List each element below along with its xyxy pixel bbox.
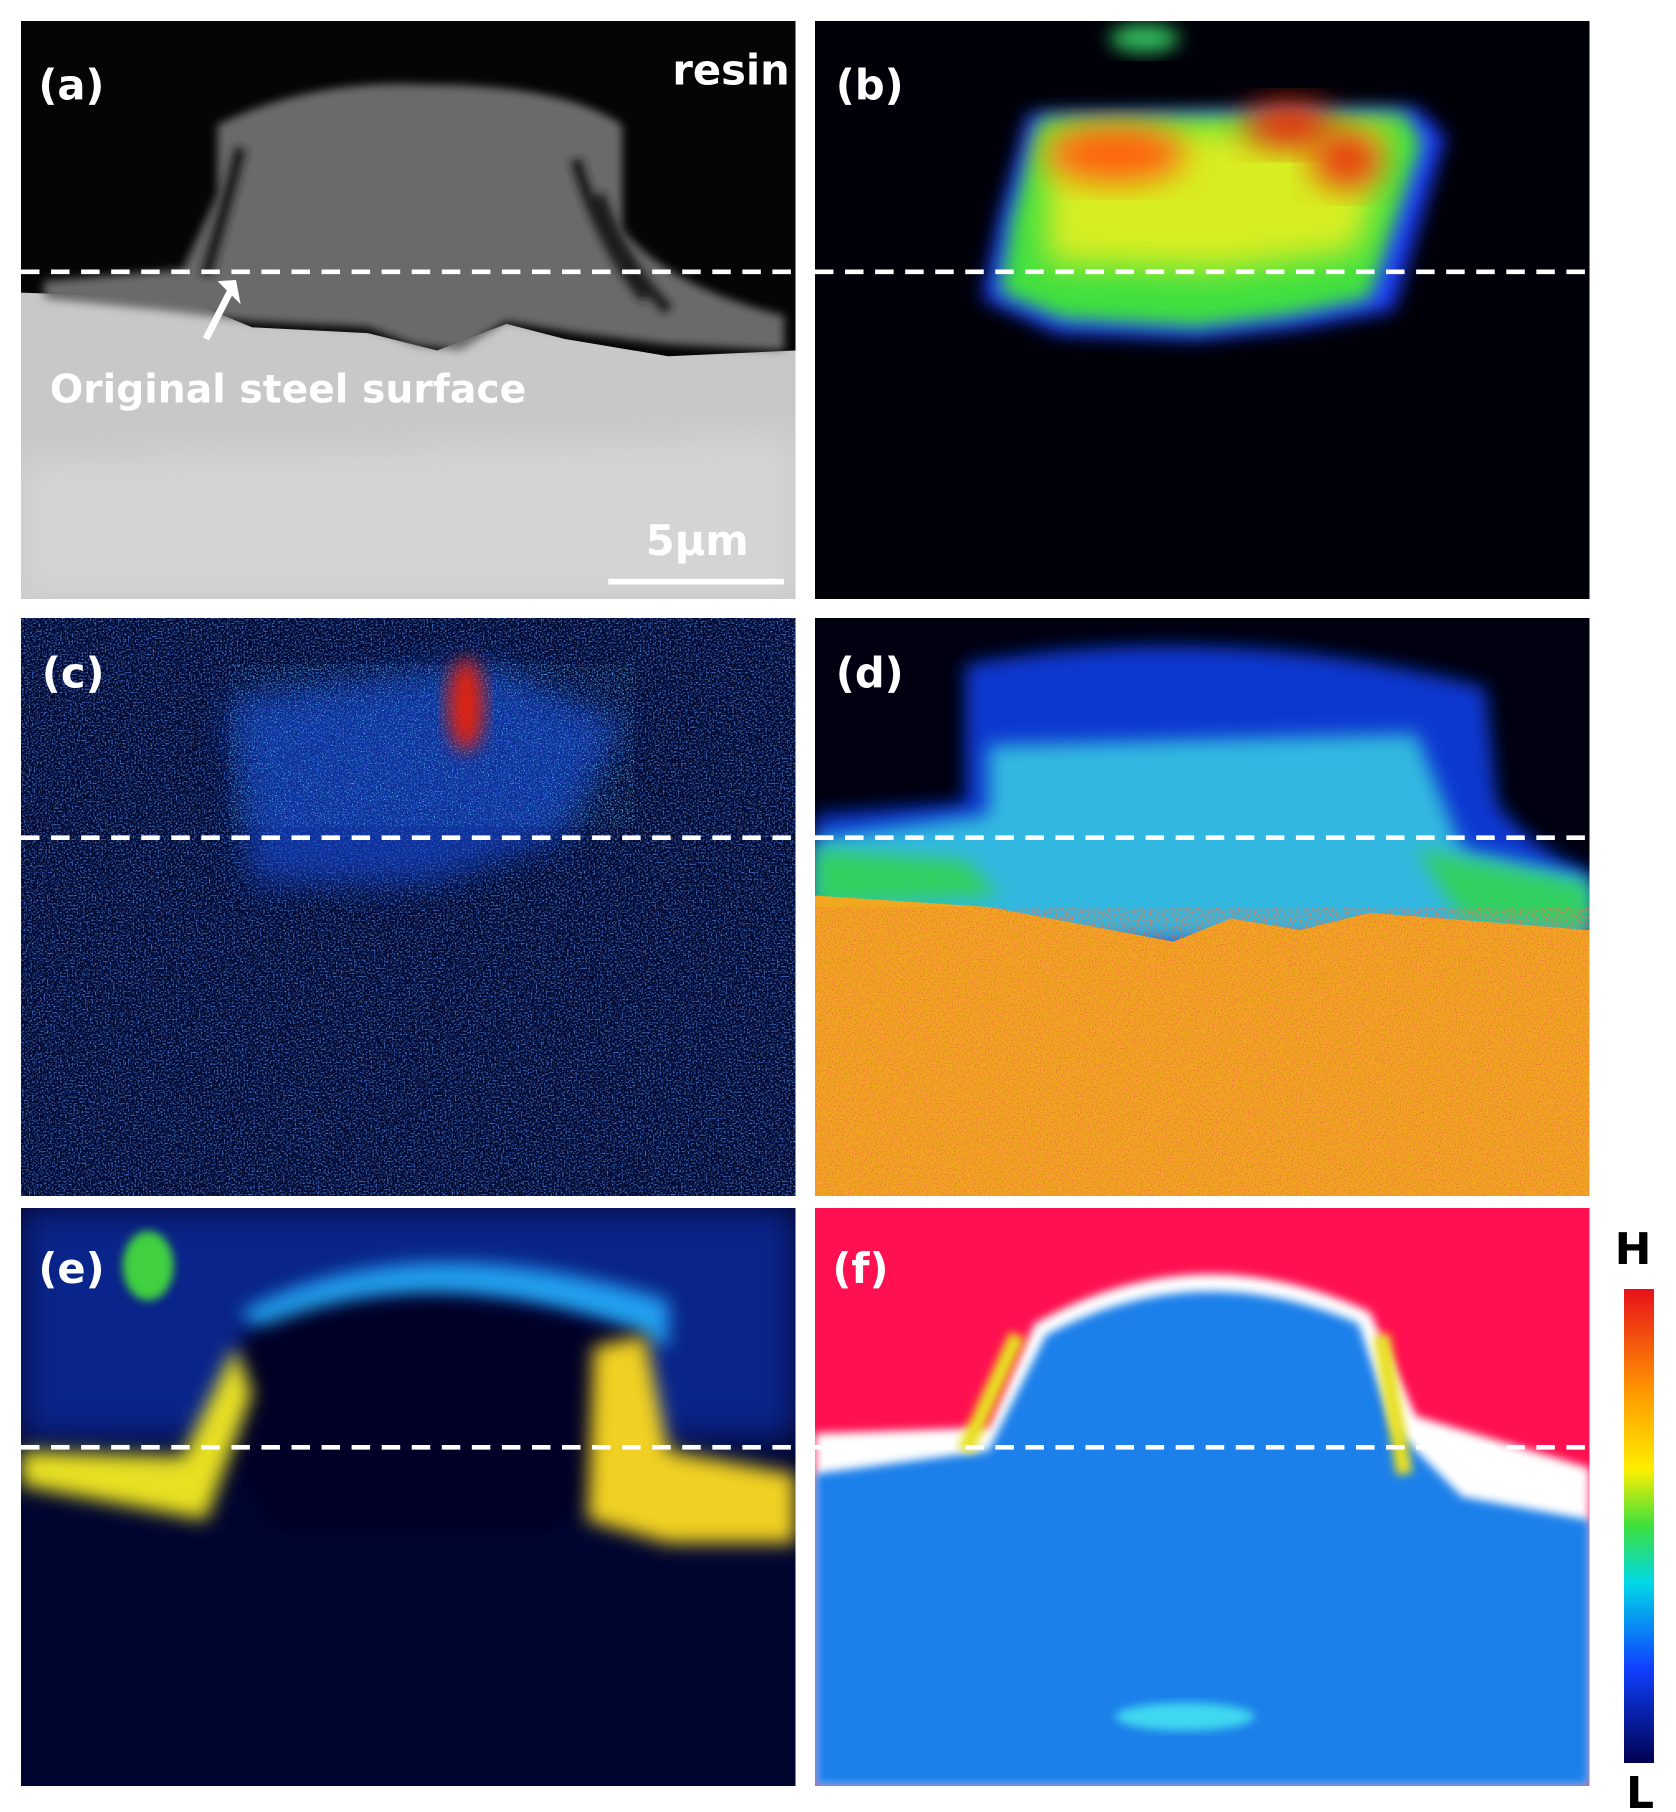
- hotspot: [1115, 1702, 1255, 1731]
- hotspot: [122, 1231, 174, 1301]
- panel-e: (e): [21, 1208, 796, 1786]
- panel-label: (b): [836, 61, 904, 110]
- noise: [815, 907, 1590, 1196]
- arrow-shaft: [202, 287, 235, 341]
- hotspot: [448, 658, 484, 751]
- panel-label: (d): [836, 648, 904, 697]
- map-band: [21, 1346, 253, 1521]
- panel-label: (f): [832, 1244, 888, 1293]
- hotspot: [1046, 125, 1185, 183]
- panel-d: (d): [815, 618, 1590, 1197]
- arrow-head: [217, 279, 241, 305]
- map-void: [229, 1294, 646, 1532]
- arrow-label: Original steel surface: [50, 367, 526, 412]
- map-body: [815, 733, 1590, 942]
- scale-bar-label: 5μm: [646, 516, 749, 565]
- panel-label: (a): [38, 61, 104, 110]
- colorbar-low: L: [1626, 1768, 1654, 1812]
- panel-b: (b): [815, 21, 1590, 599]
- colorbar-high: H: [1615, 1224, 1652, 1275]
- panel-c: (c): [21, 618, 796, 1196]
- panel-label: (c): [42, 648, 105, 697]
- steel-shade: [21, 437, 796, 600]
- map-band: [240, 1262, 669, 1347]
- panel-label: (e): [38, 1244, 104, 1293]
- resin-label: resin: [672, 46, 789, 95]
- noise: [229, 664, 634, 827]
- map-band: [587, 1335, 796, 1544]
- hotspot: [1242, 101, 1336, 149]
- colorbar: [1624, 1289, 1654, 1763]
- panel-f: (f): [815, 1208, 1590, 1787]
- map-body: [815, 1291, 1590, 1787]
- map-band: [957, 1331, 1413, 1476]
- hotspot: [1312, 130, 1382, 189]
- panel-a: (a) resin Original steel surface 5μm: [21, 21, 796, 600]
- cracks: [200, 146, 673, 315]
- hotspot: [1109, 24, 1180, 53]
